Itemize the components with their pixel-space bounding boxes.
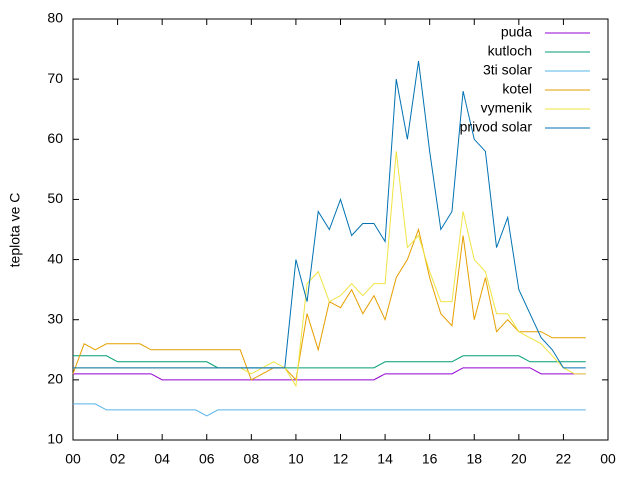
x-tick-label: 00 [65, 451, 81, 467]
x-tick-label: 06 [199, 451, 215, 467]
y-tick-label: 50 [47, 190, 63, 206]
x-tick-label: 18 [466, 451, 482, 467]
y-tick-label: 20 [47, 371, 63, 387]
x-tick-label: 02 [110, 451, 126, 467]
y-tick-label: 70 [47, 70, 63, 86]
x-tick-label: 16 [422, 451, 438, 467]
series-line [73, 403, 586, 417]
series-line [73, 367, 586, 381]
x-tick-label: 12 [333, 451, 349, 467]
legend-label: kutloch [488, 43, 532, 59]
legend-label: kotel [502, 81, 532, 97]
series-line [73, 61, 586, 369]
x-tick-label: 22 [556, 451, 572, 467]
y-tick-label: 10 [47, 431, 63, 447]
y-tick-label: 80 [47, 10, 63, 26]
x-tick-label: 00 [600, 451, 616, 467]
y-tick-label: 40 [47, 250, 63, 266]
y-tick-label: 30 [47, 310, 63, 326]
series-line [73, 151, 586, 388]
x-tick-label: 20 [511, 451, 527, 467]
series-line [73, 355, 586, 369]
legend-label: puda [501, 24, 532, 40]
series-line [72, 227, 586, 381]
legend-label: 3ti solar [483, 62, 532, 78]
y-axis-label: teplota ve C [7, 193, 23, 268]
legend-label: privod solar [460, 119, 533, 135]
legend-label: vymenik [481, 100, 533, 116]
x-tick-label: 08 [244, 451, 260, 467]
x-tick-label: 10 [288, 451, 304, 467]
plot-border [72, 18, 609, 441]
x-tick-label: 04 [154, 451, 170, 467]
y-tick-label: 60 [47, 130, 63, 146]
x-tick-label: 14 [377, 451, 393, 467]
